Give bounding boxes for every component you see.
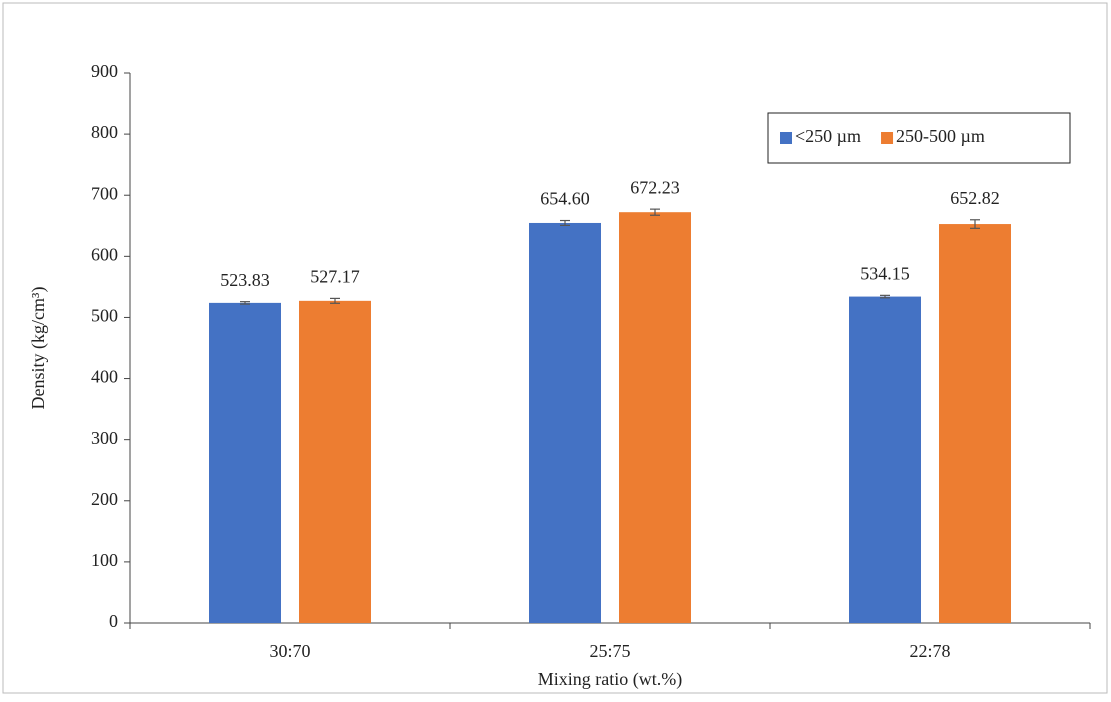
legend-swatch [881, 132, 894, 144]
x-axis-title: Mixing ratio (wt.%) [538, 669, 682, 690]
value-label: 654.60 [540, 189, 590, 209]
y-tick-label: 700 [91, 183, 118, 203]
value-label: 527.17 [310, 267, 360, 287]
x-tick-label: 30:70 [269, 641, 310, 661]
y-tick-label: 0 [109, 611, 118, 631]
error-bar [970, 219, 980, 229]
error-bar [560, 219, 570, 227]
y-axis-title: Density (kg/cm³) [28, 287, 49, 410]
error-bar [240, 301, 250, 305]
y-tick-label: 100 [91, 550, 118, 570]
value-label: 672.23 [630, 177, 680, 197]
error-bar [330, 297, 340, 304]
bar [619, 212, 691, 623]
error-bar [880, 294, 890, 299]
y-tick-label: 600 [91, 244, 118, 264]
legend-label: <250 µm [795, 126, 861, 146]
value-label: 534.15 [860, 263, 910, 283]
bar [299, 300, 371, 623]
y-tick-label: 200 [91, 489, 118, 509]
y-tick-label: 500 [91, 306, 118, 326]
y-tick-label: 800 [91, 122, 118, 142]
y-tick-label: 900 [91, 61, 118, 81]
x-tick-label: 22:78 [909, 641, 950, 661]
value-label: 523.83 [220, 270, 270, 290]
bar [209, 302, 281, 623]
legend-box [767, 112, 1071, 164]
bar [939, 224, 1011, 623]
y-tick-label: 300 [91, 428, 118, 448]
y-tick-label: 400 [91, 367, 118, 387]
bar [529, 222, 601, 623]
legend-swatch [780, 132, 792, 144]
error-bar [650, 208, 660, 216]
legend-label: 250-500 µm [896, 126, 985, 146]
bar [849, 296, 921, 623]
value-label: 652.82 [950, 188, 1000, 208]
x-tick-label: 25:75 [589, 641, 630, 661]
